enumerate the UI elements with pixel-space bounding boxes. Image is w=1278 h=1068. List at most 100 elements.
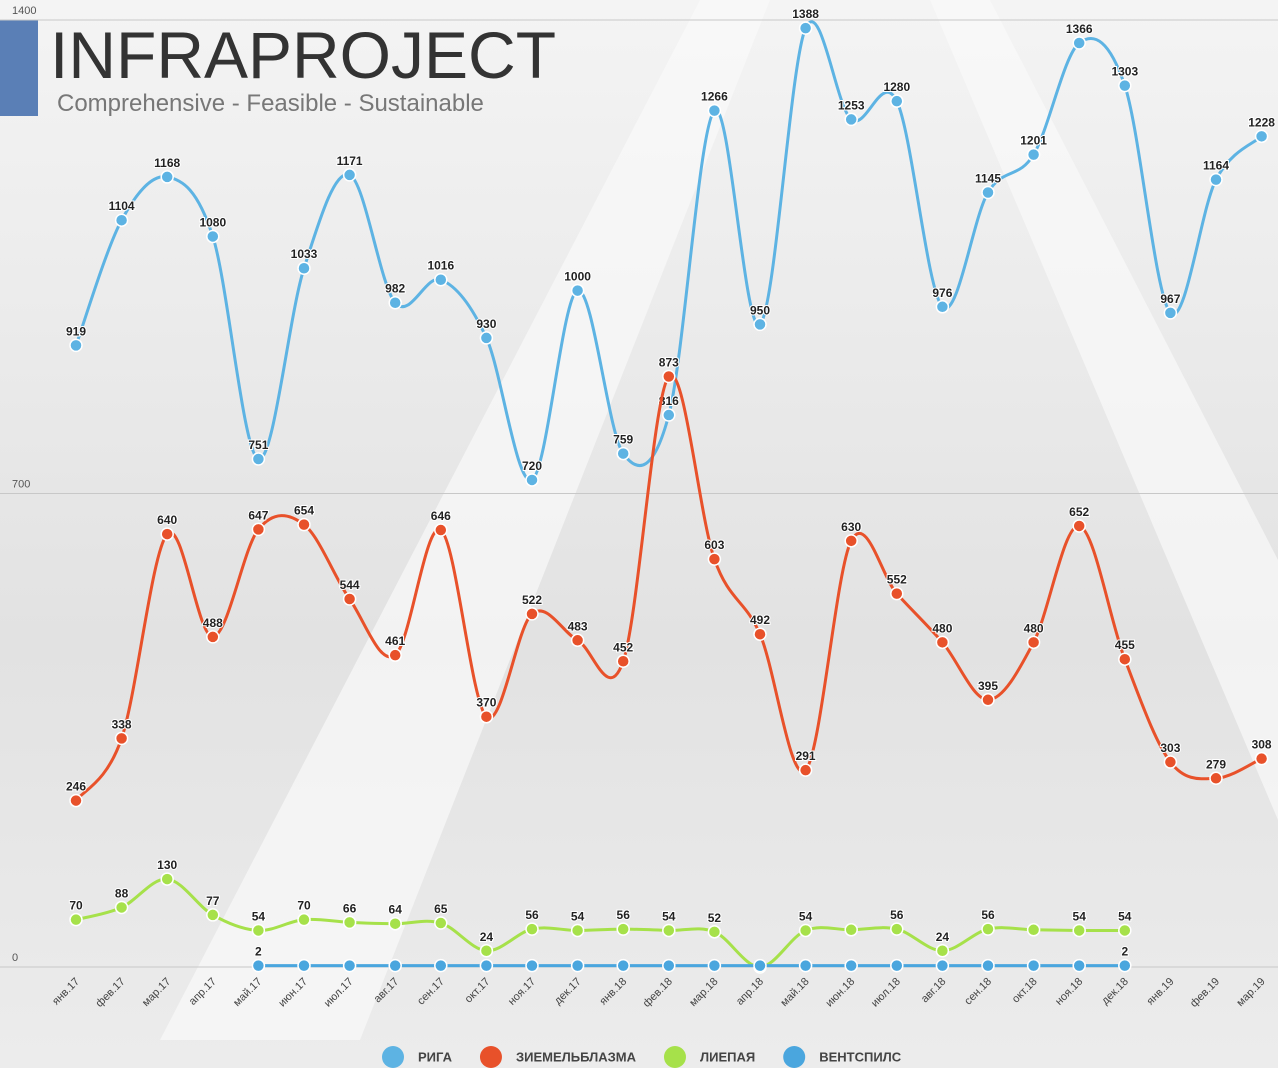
value-label: 603 (704, 538, 724, 552)
value-label: 480 (1024, 621, 1044, 635)
data-point (935, 944, 950, 958)
data-point (1072, 923, 1086, 938)
value-label: 630 (841, 520, 861, 534)
logo-icon (0, 20, 38, 116)
data-point (1163, 755, 1178, 769)
rail-decor (160, 0, 770, 1040)
data-point (1026, 635, 1041, 650)
value-label: 930 (476, 317, 496, 331)
data-point (662, 958, 676, 973)
value-label: 2 (255, 945, 262, 959)
value-label: 1164 (1203, 159, 1229, 173)
data-point (1072, 519, 1086, 533)
data-point (434, 958, 448, 973)
data-point (662, 923, 676, 938)
data-point (206, 908, 220, 922)
legend-label: РИГА (418, 1049, 453, 1064)
value-label: 654 (294, 504, 314, 518)
value-label: 130 (157, 858, 177, 872)
data-point (844, 958, 858, 973)
value-label: 967 (1160, 292, 1180, 306)
value-label: 54 (571, 909, 585, 923)
value-label: 759 (613, 433, 633, 447)
data-point (616, 958, 630, 973)
y-tick-label: 0 (12, 952, 18, 964)
value-label: 52 (708, 911, 722, 925)
value-label: 488 (203, 616, 223, 630)
value-label: 24 (480, 930, 494, 944)
value-label: 1366 (1066, 22, 1093, 36)
y-tick-label: 700 (12, 479, 30, 491)
data-point (525, 958, 539, 973)
data-point (69, 793, 83, 808)
data-point (935, 635, 950, 650)
logo-title: INFRAPROJECT (50, 18, 556, 92)
data-point (479, 944, 494, 958)
data-point (1118, 923, 1132, 938)
data-point (616, 654, 630, 669)
value-label: 461 (385, 634, 405, 648)
value-label: 65 (434, 902, 448, 916)
data-point (206, 229, 220, 244)
value-label: 976 (932, 286, 952, 300)
logo: INFRAPROJECT Comprehensive - Feasible - … (0, 18, 556, 117)
data-point (479, 958, 494, 973)
value-label: 919 (66, 324, 86, 338)
data-point (297, 912, 311, 927)
value-label: 1104 (109, 199, 135, 213)
data-point (206, 630, 220, 644)
data-point (251, 923, 266, 938)
data-point (69, 912, 83, 927)
data-point (434, 523, 448, 537)
legend-marker (479, 1046, 502, 1068)
data-point (798, 763, 813, 777)
rail-decor (930, 0, 1278, 820)
data-point (616, 446, 630, 461)
value-label: 279 (1206, 757, 1226, 771)
value-label: 54 (662, 909, 676, 923)
data-point (525, 922, 539, 936)
data-point (570, 923, 585, 938)
value-label: 338 (112, 717, 132, 731)
data-point (981, 693, 995, 707)
value-label: 1266 (701, 90, 728, 104)
data-point (525, 473, 539, 487)
data-point (342, 168, 357, 182)
data-point (844, 923, 858, 937)
value-label: 1000 (564, 270, 591, 284)
data-point (114, 213, 129, 227)
value-label: 303 (1160, 741, 1180, 755)
data-point (1209, 172, 1223, 187)
data-point (251, 452, 266, 466)
value-label: 492 (750, 613, 770, 627)
value-label: 2 (1121, 945, 1128, 959)
data-point (890, 586, 904, 601)
value-label: 56 (981, 908, 995, 922)
value-label: 1280 (883, 80, 910, 94)
value-label: 640 (157, 513, 177, 527)
legend-marker (783, 1046, 806, 1068)
data-point (297, 958, 311, 973)
data-point (662, 408, 676, 422)
value-label: 54 (1073, 909, 1087, 923)
data-point (114, 900, 129, 915)
value-label: 54 (799, 909, 813, 923)
data-point (890, 922, 904, 936)
value-label: 873 (659, 355, 679, 369)
value-label: 1145 (975, 171, 1001, 185)
value-label: 751 (248, 438, 268, 452)
value-label: 544 (340, 578, 360, 592)
value-label: 1033 (291, 247, 318, 261)
value-label: 70 (69, 899, 83, 913)
value-label: 56 (617, 908, 631, 922)
data-point (1072, 958, 1086, 973)
value-label: 522 (522, 593, 542, 607)
data-point (707, 103, 722, 118)
value-label: 54 (1118, 909, 1132, 923)
data-point (1072, 36, 1086, 50)
value-label: 982 (385, 282, 405, 296)
value-label: 452 (613, 640, 633, 654)
value-label: 652 (1069, 505, 1089, 519)
data-point (297, 261, 311, 275)
data-point (616, 922, 630, 936)
